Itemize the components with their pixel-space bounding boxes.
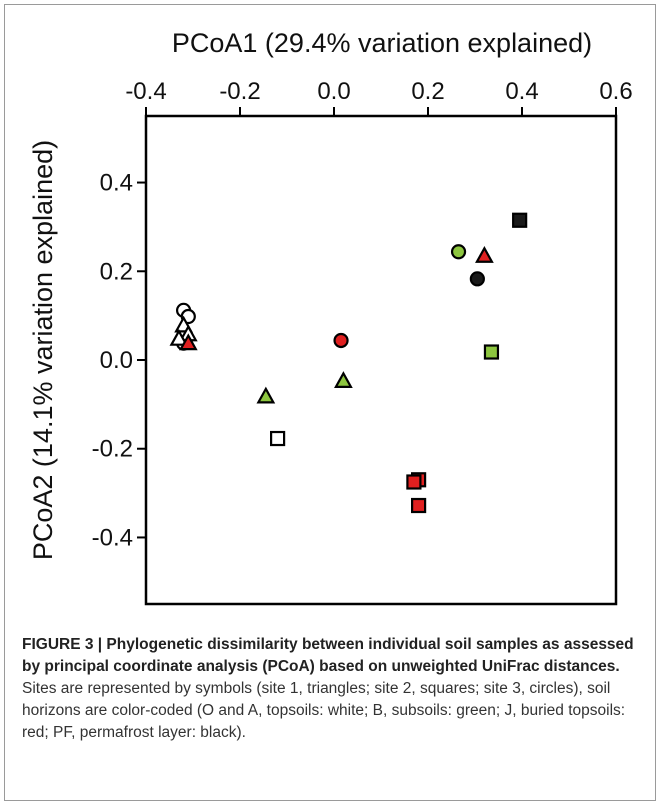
y-tick-label: 0.4 bbox=[100, 170, 133, 197]
data-point-triangle bbox=[334, 371, 353, 388]
x-axis-title: PCoA1 (29.4% variation explained) bbox=[172, 28, 592, 58]
pcoa-scatter-chart: PCoA1 (29.4% variation explained) PCoA2 … bbox=[28, 28, 633, 606]
y-tick-label: -0.4 bbox=[92, 524, 133, 551]
figure-frame bbox=[4, 4, 656, 801]
data-point-circle bbox=[450, 244, 467, 260]
y-tick-label: 0.2 bbox=[100, 258, 133, 285]
data-point-triangle bbox=[178, 333, 198, 351]
data-point-circle bbox=[333, 332, 349, 349]
figure-caption: FIGURE 3 | Phylogenetic dissimilarity be… bbox=[22, 634, 642, 744]
data-point-square bbox=[406, 474, 422, 490]
x-tick-label: 0.4 bbox=[505, 78, 538, 105]
x-tick-label: -0.4 bbox=[125, 78, 166, 105]
data-point-square bbox=[411, 497, 427, 514]
data-point-square bbox=[483, 344, 500, 360]
x-tick-label: -0.2 bbox=[219, 78, 260, 105]
data-point-circle bbox=[469, 271, 485, 287]
data-point-triangle bbox=[475, 245, 494, 263]
caption-text: Sites are represented by symbols (site 1… bbox=[22, 680, 626, 741]
y-tick-label: 0.0 bbox=[100, 347, 133, 374]
data-point-square bbox=[512, 212, 528, 228]
y-axis-title: PCoA2 (14.1% variation explained) bbox=[28, 140, 58, 560]
y-tick-label: -0.2 bbox=[92, 436, 133, 463]
caption-label: FIGURE 3 | Phylogenetic dissimilarity be… bbox=[22, 636, 634, 675]
x-tick-label: 0.0 bbox=[317, 78, 350, 105]
data-point-triangle bbox=[169, 328, 189, 346]
x-tick-label: 0.6 bbox=[599, 78, 632, 105]
data-point-triangle bbox=[256, 386, 276, 404]
x-tick-label: 0.2 bbox=[411, 78, 444, 105]
plot-area bbox=[144, 114, 618, 606]
data-point-square bbox=[270, 430, 286, 447]
